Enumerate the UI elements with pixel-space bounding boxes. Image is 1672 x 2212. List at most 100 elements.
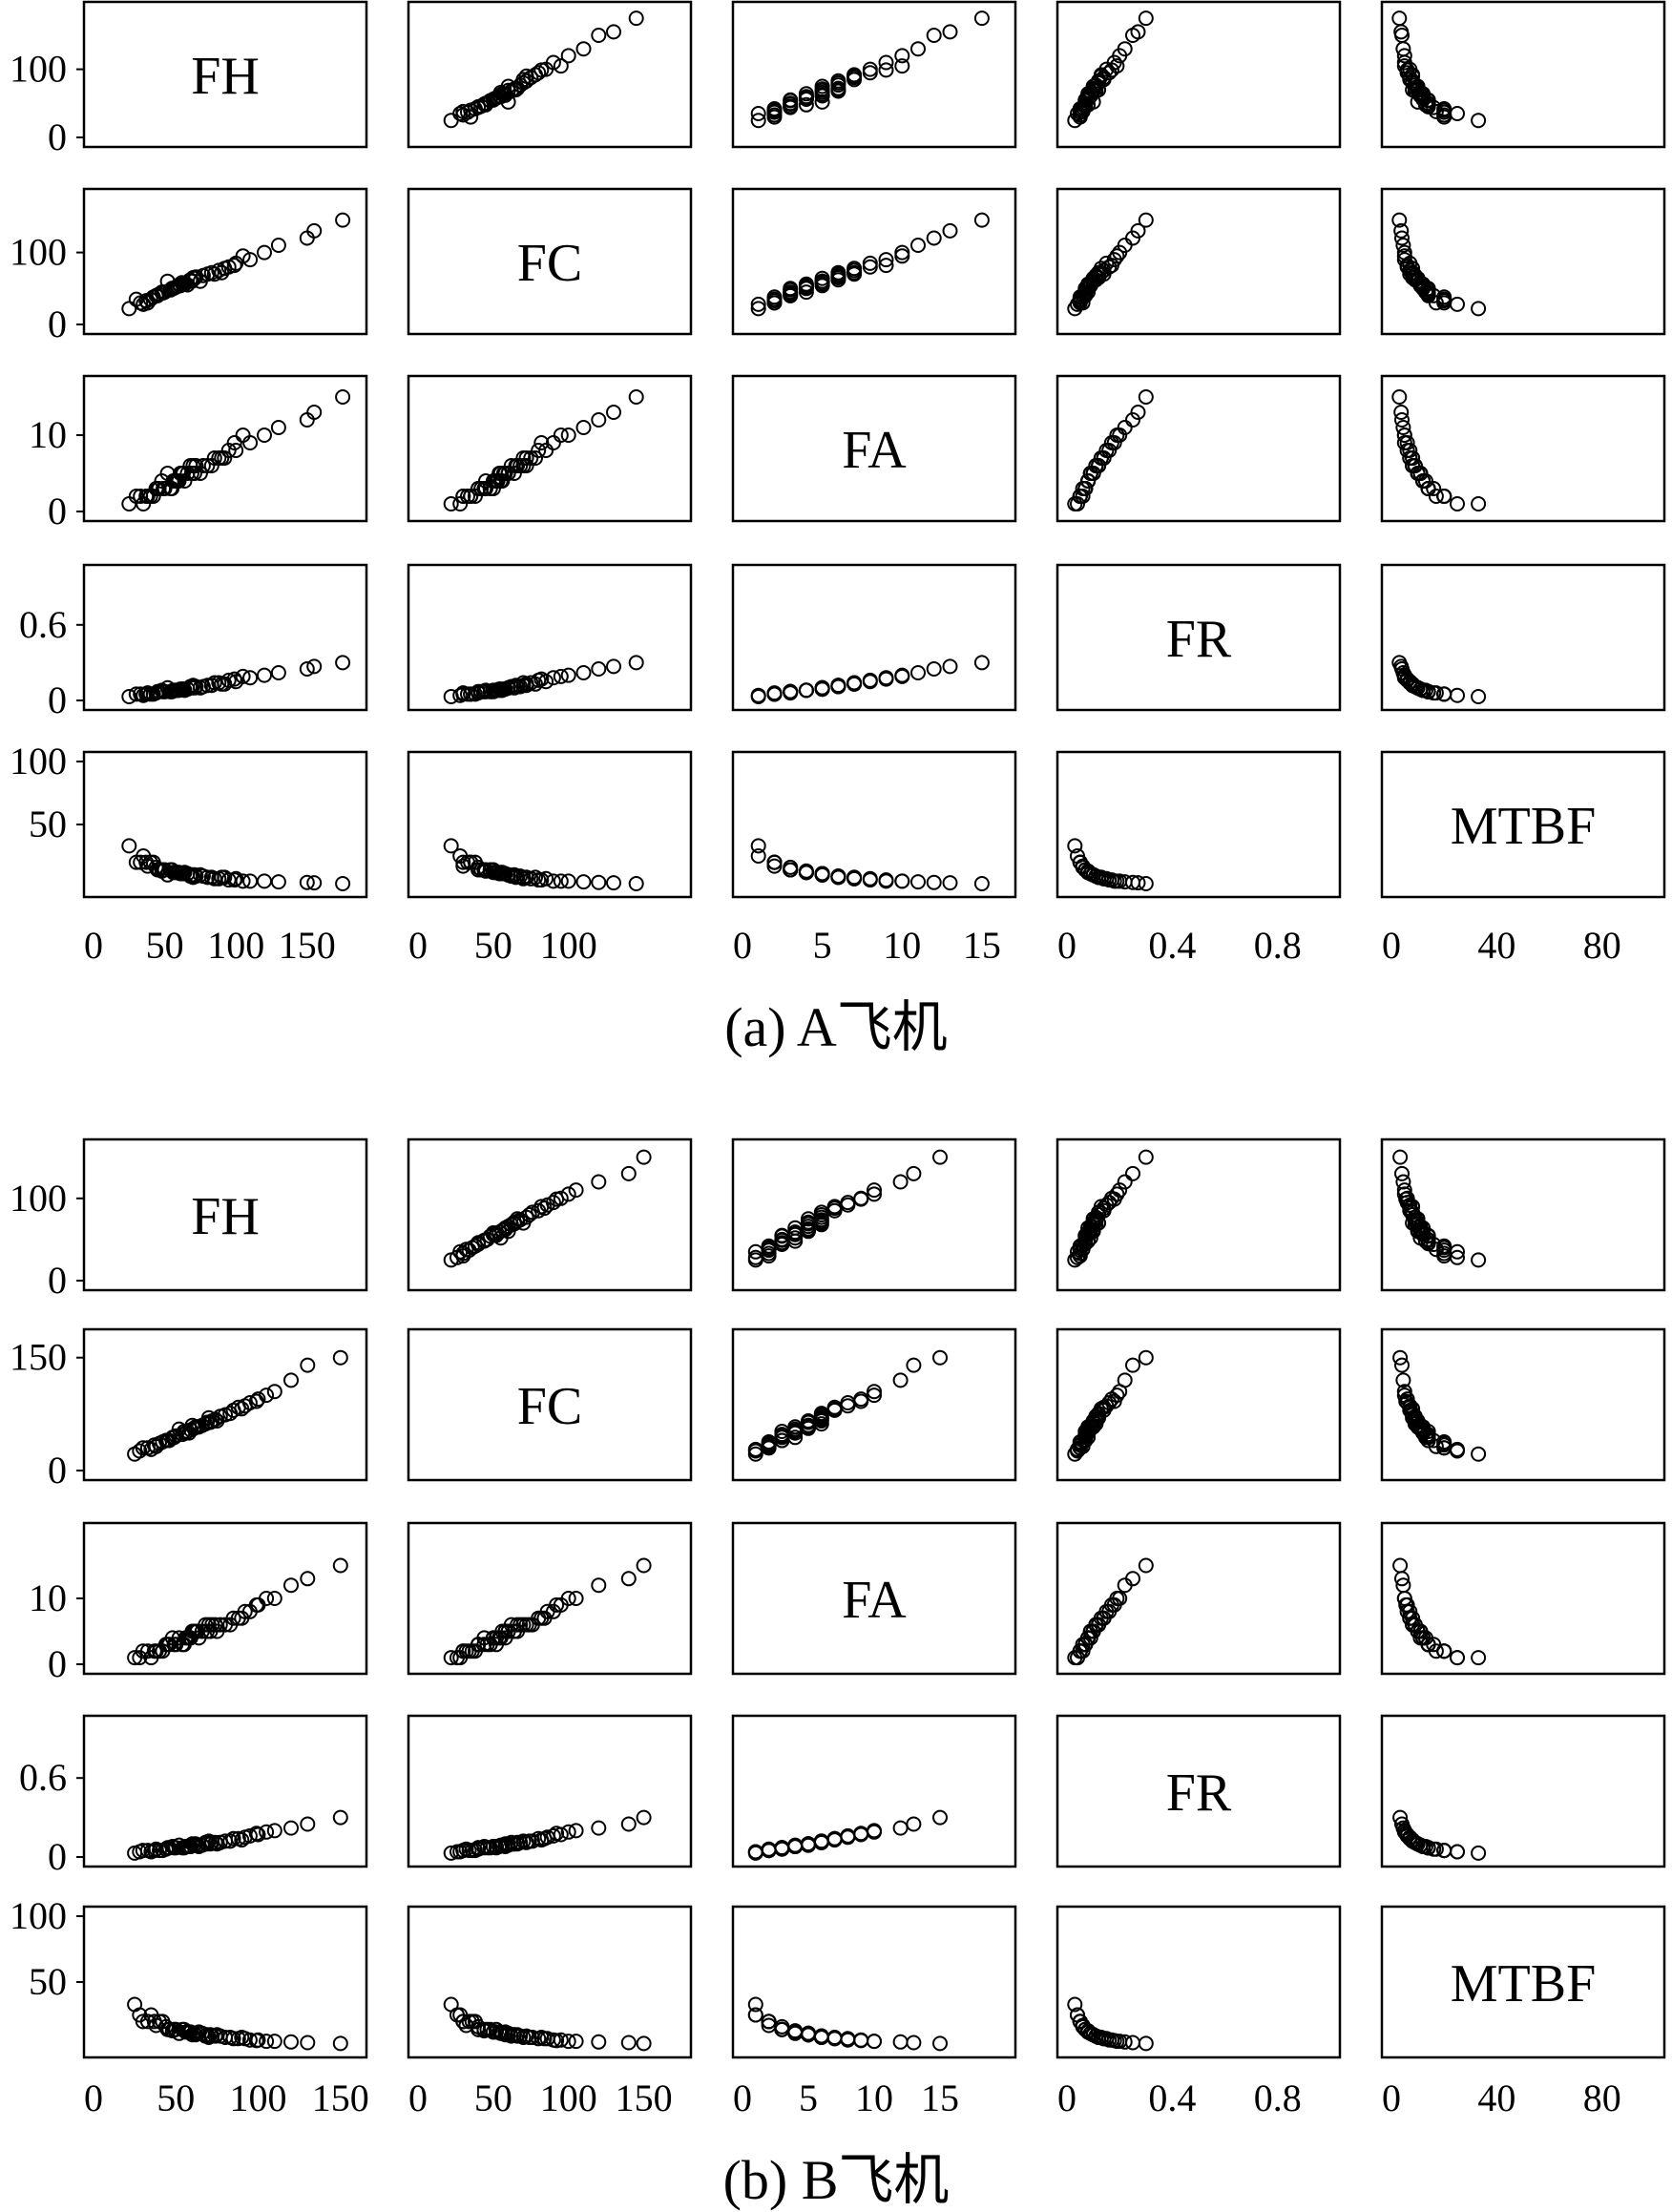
- scatter-point: [512, 1212, 529, 1228]
- scatter-point: [487, 473, 503, 489]
- scatter-point: [1407, 1834, 1423, 1850]
- scatter-point: [1072, 489, 1088, 504]
- scatter-point: [1091, 1204, 1107, 1221]
- scatter-point: [461, 1843, 477, 1859]
- scatter-point: [259, 1591, 275, 1606]
- scatter-point: [747, 2007, 763, 2023]
- scatter-point: [894, 248, 910, 264]
- scatter-point: [620, 1816, 637, 1832]
- scatter-point: [1450, 1844, 1465, 1860]
- scatter-point: [146, 1437, 162, 1453]
- scatter-point: [283, 2034, 299, 2050]
- cell-fa-vs-mtbf: [1380, 374, 1666, 523]
- scatter-point: [306, 405, 323, 420]
- scatter-point: [156, 481, 172, 496]
- scatter-point: [235, 873, 251, 889]
- scatter-point: [973, 10, 990, 27]
- cell-fc-vs-fc: [407, 1327, 693, 1482]
- scatter-point: [783, 284, 799, 301]
- scatter-point: [226, 258, 242, 274]
- cell-fh-vs-fa: [731, 0, 1017, 149]
- scatter-point: [1392, 1809, 1409, 1826]
- scatter-point: [814, 866, 830, 882]
- cell-mtbf-vs-mtbf: [1380, 750, 1666, 899]
- scatter-point: [840, 1398, 856, 1414]
- scatter-point: [942, 875, 958, 891]
- scatter-point: [1109, 428, 1125, 443]
- scatter-point: [575, 874, 592, 890]
- caption-aircraft-a: (a) A飞机: [724, 996, 948, 1058]
- scatter-point: [636, 1557, 652, 1574]
- x-tick-label-fr: 0.4: [1148, 2076, 1196, 2119]
- scatter-point: [1393, 658, 1410, 675]
- scatter-point: [146, 1643, 162, 1659]
- scatter-point: [476, 481, 492, 496]
- cell-mtbf-vs-fr: [1055, 1905, 1342, 2059]
- scatter-point: [461, 2014, 477, 2030]
- scatter-point: [1436, 1242, 1453, 1259]
- scatter-point: [257, 428, 272, 443]
- scatter-point: [1138, 1557, 1154, 1574]
- scatter-point: [1391, 212, 1408, 228]
- scatter-point: [539, 1829, 555, 1846]
- scatter-point: [761, 1437, 777, 1453]
- scatter-point: [506, 2027, 522, 2043]
- scatter-point: [840, 1197, 856, 1213]
- scatter-point: [853, 1393, 869, 1409]
- x-tick-label-mtbf: 0: [1382, 2076, 1401, 2119]
- scatter-point: [774, 1429, 790, 1446]
- scatter-point: [332, 2035, 348, 2052]
- scatter-point: [142, 489, 158, 504]
- scatter-point: [846, 261, 863, 277]
- x-tick-label-fa: 10: [855, 2076, 893, 2119]
- y-tick-label-fh: 100: [10, 48, 67, 91]
- scatter-point: [813, 1212, 829, 1228]
- scatter-point: [1398, 1596, 1414, 1613]
- scatter-point: [1125, 1357, 1140, 1373]
- scatter-point: [1471, 1446, 1487, 1462]
- scatter-point: [335, 655, 351, 671]
- scatter-point: [878, 252, 894, 268]
- cell-fh-vs-fh: [82, 0, 368, 149]
- scatter-point: [1426, 481, 1442, 496]
- scatter-point: [1070, 1650, 1085, 1666]
- x-tick-label-fr: 0: [1057, 924, 1076, 967]
- cell-fc-vs-mtbf: [1380, 1327, 1666, 1482]
- y-tick-label-fr: 0: [48, 678, 67, 721]
- x-tick-label-mtbf: 40: [1477, 2076, 1515, 2119]
- scatter-point: [512, 678, 529, 695]
- x-tick-label-fh: 0: [84, 924, 103, 967]
- scatter-point: [1420, 284, 1436, 301]
- scatter-point: [862, 255, 878, 271]
- y-tick-label-fa: 10: [29, 413, 67, 456]
- scatter-point: [1130, 222, 1146, 239]
- scatter-point: [487, 865, 503, 881]
- scatter-point: [606, 405, 621, 420]
- scatter-point: [1067, 1996, 1083, 2013]
- cell-fr-vs-fh: [82, 563, 368, 712]
- scatter-point: [1138, 389, 1154, 405]
- scatter-point: [300, 2035, 316, 2051]
- scatter-point: [892, 1174, 909, 1190]
- scatter-point: [1450, 1249, 1465, 1265]
- scatter-point: [146, 2014, 162, 2030]
- scatter-point: [867, 1186, 882, 1202]
- scatter-point: [1412, 87, 1429, 102]
- scatter-point: [121, 689, 137, 704]
- scatter-point: [846, 676, 863, 692]
- scatter-point: [524, 1833, 540, 1849]
- scatter-point: [195, 868, 211, 885]
- scatter-point: [830, 869, 846, 886]
- scatter-point: [750, 106, 766, 121]
- scatter-point: [512, 1617, 529, 1633]
- scatter-point: [518, 869, 534, 886]
- scatter-point: [449, 1249, 465, 1265]
- scatter-point: [1109, 58, 1125, 74]
- scatter-point: [1396, 428, 1412, 443]
- scatter-point: [1117, 41, 1133, 57]
- x-tick-label-fa: 5: [813, 924, 832, 967]
- scatter-point: [813, 1204, 829, 1221]
- scatter-point: [568, 1591, 584, 1606]
- x-tick-label-mtbf: 80: [1583, 924, 1621, 967]
